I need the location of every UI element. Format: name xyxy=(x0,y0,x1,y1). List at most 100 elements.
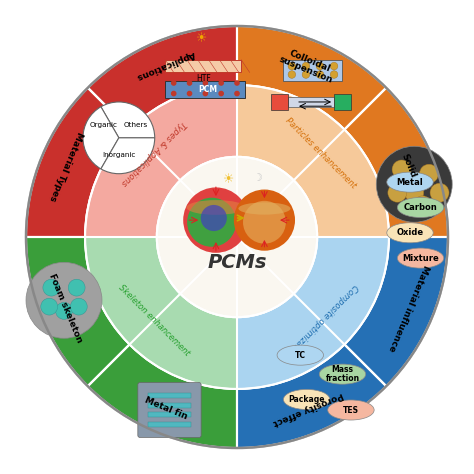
Text: ☀: ☀ xyxy=(195,32,207,45)
Circle shape xyxy=(203,91,208,96)
FancyBboxPatch shape xyxy=(148,412,191,418)
Polygon shape xyxy=(237,85,389,237)
Wedge shape xyxy=(83,107,119,169)
Text: Oxide: Oxide xyxy=(396,228,424,237)
Text: Others: Others xyxy=(124,122,148,128)
Circle shape xyxy=(187,91,191,96)
Circle shape xyxy=(70,298,87,315)
Circle shape xyxy=(219,91,223,96)
Text: Metal: Metal xyxy=(397,178,423,187)
Circle shape xyxy=(413,196,432,215)
Circle shape xyxy=(235,91,239,96)
Ellipse shape xyxy=(319,364,366,384)
Polygon shape xyxy=(85,85,237,237)
FancyBboxPatch shape xyxy=(283,60,343,81)
Polygon shape xyxy=(26,88,129,237)
Circle shape xyxy=(203,81,208,85)
FancyBboxPatch shape xyxy=(165,81,246,98)
Ellipse shape xyxy=(397,198,444,218)
FancyBboxPatch shape xyxy=(271,93,288,110)
Circle shape xyxy=(330,71,338,78)
Polygon shape xyxy=(237,26,386,129)
Text: Mass
fraction: Mass fraction xyxy=(326,365,360,383)
Circle shape xyxy=(26,262,102,338)
Text: Material Types: Material Types xyxy=(47,130,84,202)
Circle shape xyxy=(234,190,295,251)
Circle shape xyxy=(55,302,73,319)
Text: HTF: HTF xyxy=(196,74,210,83)
Text: Porosity effect: Porosity effect xyxy=(272,390,345,427)
Ellipse shape xyxy=(328,400,374,420)
Circle shape xyxy=(302,71,310,78)
Polygon shape xyxy=(345,237,448,386)
Circle shape xyxy=(26,26,448,448)
Wedge shape xyxy=(101,102,155,138)
Text: Organic: Organic xyxy=(90,122,118,128)
Text: Inorganic: Inorganic xyxy=(102,152,136,158)
Ellipse shape xyxy=(397,248,444,268)
Text: Foam skeleton: Foam skeleton xyxy=(47,272,84,344)
Circle shape xyxy=(41,298,58,315)
Ellipse shape xyxy=(186,200,246,215)
FancyBboxPatch shape xyxy=(165,60,241,73)
Text: Composite optimization: Composite optimization xyxy=(282,282,359,359)
FancyBboxPatch shape xyxy=(148,422,191,427)
Circle shape xyxy=(183,187,248,253)
Text: Types & Applications: Types & Applications xyxy=(119,119,188,188)
Text: PCM: PCM xyxy=(198,85,217,94)
Polygon shape xyxy=(26,237,129,386)
Circle shape xyxy=(187,198,236,247)
Ellipse shape xyxy=(238,202,291,215)
Text: ☽: ☽ xyxy=(253,173,263,183)
FancyBboxPatch shape xyxy=(334,93,351,110)
Circle shape xyxy=(43,279,60,296)
Circle shape xyxy=(172,91,176,96)
Text: Mixture: Mixture xyxy=(402,254,439,263)
Ellipse shape xyxy=(387,172,433,192)
Text: Material influence: Material influence xyxy=(387,264,430,353)
Circle shape xyxy=(288,62,296,70)
Circle shape xyxy=(330,62,338,70)
Circle shape xyxy=(172,81,176,85)
Text: TES: TES xyxy=(343,406,359,414)
Text: Particles enhancement: Particles enhancement xyxy=(283,117,357,191)
Polygon shape xyxy=(345,88,448,237)
Circle shape xyxy=(219,81,223,85)
Ellipse shape xyxy=(277,345,323,365)
Text: Package: Package xyxy=(288,395,325,404)
Ellipse shape xyxy=(387,223,433,243)
Polygon shape xyxy=(85,237,237,389)
FancyBboxPatch shape xyxy=(138,383,201,438)
Polygon shape xyxy=(88,345,237,448)
Circle shape xyxy=(243,201,286,244)
Text: Solid: Solid xyxy=(400,153,418,179)
Circle shape xyxy=(157,157,317,317)
FancyBboxPatch shape xyxy=(288,97,334,107)
Text: TC: TC xyxy=(295,351,306,360)
Circle shape xyxy=(419,164,438,183)
Polygon shape xyxy=(237,237,389,389)
Text: Colloidal
suspension: Colloidal suspension xyxy=(278,46,338,85)
Circle shape xyxy=(405,183,424,202)
Text: Metal fin: Metal fin xyxy=(143,396,189,421)
Circle shape xyxy=(235,81,239,85)
Polygon shape xyxy=(88,26,237,129)
Ellipse shape xyxy=(283,390,330,410)
FancyBboxPatch shape xyxy=(148,402,191,408)
Wedge shape xyxy=(101,138,155,173)
Text: Skeleton enhancement: Skeleton enhancement xyxy=(116,283,191,358)
Circle shape xyxy=(68,279,85,296)
Circle shape xyxy=(388,183,407,202)
Text: PCMs: PCMs xyxy=(207,253,267,272)
Circle shape xyxy=(376,146,452,222)
Text: ☀: ☀ xyxy=(223,173,234,187)
Circle shape xyxy=(187,81,191,85)
Circle shape xyxy=(316,62,324,70)
Polygon shape xyxy=(237,345,386,448)
Circle shape xyxy=(316,71,324,78)
Circle shape xyxy=(430,183,449,202)
FancyBboxPatch shape xyxy=(148,392,191,398)
Circle shape xyxy=(288,71,296,78)
Circle shape xyxy=(201,205,227,231)
Circle shape xyxy=(392,160,411,179)
